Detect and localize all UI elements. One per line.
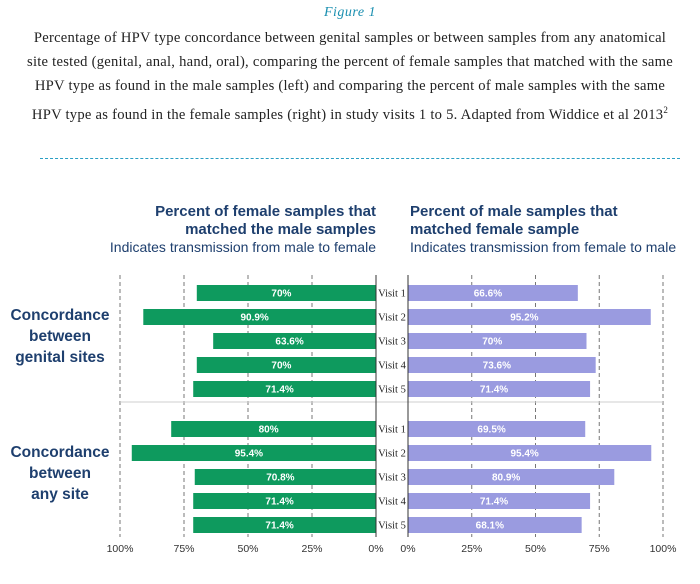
male-bar-label: 69.5% bbox=[477, 425, 505, 436]
group-label-line: Concordance bbox=[10, 444, 109, 461]
visit-label: Visit 5 bbox=[378, 385, 406, 396]
group-label-line: between bbox=[29, 328, 91, 345]
male-bar bbox=[408, 333, 587, 349]
left-title-line-2: matched the male samples bbox=[185, 221, 376, 238]
female-bar bbox=[131, 445, 376, 461]
right-tick-label: 25% bbox=[461, 543, 482, 555]
female-bar-label: 70% bbox=[271, 361, 291, 372]
male-bar bbox=[408, 357, 596, 373]
right-tick-label: 0% bbox=[400, 543, 415, 555]
male-bar bbox=[408, 445, 652, 461]
male-bar-label: 71.4% bbox=[480, 497, 508, 508]
visit-label: Visit 5 bbox=[378, 521, 406, 532]
left-tick-label: 50% bbox=[237, 543, 258, 555]
left-title-line-1: Percent of female samples that bbox=[155, 203, 376, 220]
female-bar-label: 70.8% bbox=[266, 473, 294, 484]
female-bar-label: 63.6% bbox=[275, 337, 303, 348]
right-tick-label: 100% bbox=[650, 543, 677, 555]
male-bar-label: 68.1% bbox=[476, 521, 504, 532]
female-bar bbox=[193, 493, 376, 509]
visit-label: Visit 3 bbox=[378, 337, 406, 348]
female-bar bbox=[193, 381, 376, 397]
female-bar-label: 71.4% bbox=[265, 521, 293, 532]
right-title-line-1: Percent of male samples that bbox=[410, 203, 618, 220]
visit-label: Visit 4 bbox=[378, 361, 406, 372]
male-bar bbox=[408, 285, 578, 301]
left-subtitle: Indicates transmission from male to fema… bbox=[110, 239, 376, 255]
figure-caption: Figure 1 Percentage of HPV type concorda… bbox=[0, 0, 700, 127]
group-label-line: Concordance bbox=[10, 307, 109, 324]
visit-label: Visit 2 bbox=[378, 449, 406, 460]
male-bar bbox=[408, 381, 591, 397]
caption-body: Percentage of HPV type concordance betwe… bbox=[27, 30, 673, 123]
female-bar-label: 80% bbox=[259, 425, 279, 436]
female-bar-label: 90.9% bbox=[240, 313, 268, 324]
female-bar-label: 71.4% bbox=[265, 385, 293, 396]
visit-label: Visit 3 bbox=[378, 473, 406, 484]
female-bar bbox=[196, 285, 376, 301]
male-bar bbox=[408, 493, 591, 509]
right-title-line-2: matched female sample bbox=[410, 221, 579, 238]
male-bar-label: 73.6% bbox=[483, 361, 511, 372]
right-tick-label: 50% bbox=[525, 543, 546, 555]
caption-divider bbox=[40, 158, 680, 159]
male-bar-label: 71.4% bbox=[480, 385, 508, 396]
female-bar bbox=[143, 309, 376, 325]
male-bar bbox=[408, 469, 615, 485]
male-bar-label: 95.2% bbox=[510, 313, 538, 324]
group-label-line: between bbox=[29, 465, 91, 482]
left-tick-label: 25% bbox=[301, 543, 322, 555]
male-bar bbox=[408, 421, 586, 437]
male-bar bbox=[408, 517, 582, 533]
female-bar bbox=[213, 333, 376, 349]
caption-reference: 2 bbox=[663, 105, 669, 115]
male-bar-label: 70% bbox=[482, 337, 502, 348]
left-tick-label: 75% bbox=[173, 543, 194, 555]
male-bar bbox=[408, 309, 651, 325]
right-subtitle: Indicates transmission from female to ma… bbox=[410, 239, 676, 255]
visit-label: Visit 2 bbox=[378, 313, 406, 324]
male-bar-label: 66.6% bbox=[474, 289, 502, 300]
visit-label: Visit 1 bbox=[378, 289, 406, 300]
female-bar bbox=[196, 357, 376, 373]
female-bar bbox=[194, 469, 376, 485]
right-tick-label: 75% bbox=[589, 543, 610, 555]
caption-text: Percentage of HPV type concordance betwe… bbox=[25, 26, 675, 127]
male-bar-label: 80.9% bbox=[492, 473, 520, 484]
female-bar bbox=[171, 421, 376, 437]
female-bar-label: 95.4% bbox=[235, 449, 263, 460]
female-bar bbox=[193, 517, 376, 533]
female-bar-label: 71.4% bbox=[265, 497, 293, 508]
figure-label: Figure 1 bbox=[323, 5, 377, 20]
male-bar-label: 95.4% bbox=[510, 449, 538, 460]
group-label-line: genital sites bbox=[15, 349, 105, 366]
left-tick-label: 0% bbox=[368, 543, 383, 555]
group-label-line: any site bbox=[31, 486, 89, 503]
left-tick-label: 100% bbox=[107, 543, 134, 555]
visit-label: Visit 4 bbox=[378, 497, 406, 508]
female-bar-label: 70% bbox=[271, 289, 291, 300]
visit-label: Visit 1 bbox=[378, 425, 406, 436]
